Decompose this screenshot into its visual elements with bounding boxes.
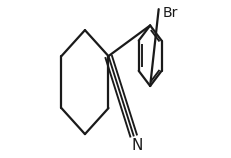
Text: N: N <box>131 138 143 153</box>
Text: Br: Br <box>162 6 177 20</box>
